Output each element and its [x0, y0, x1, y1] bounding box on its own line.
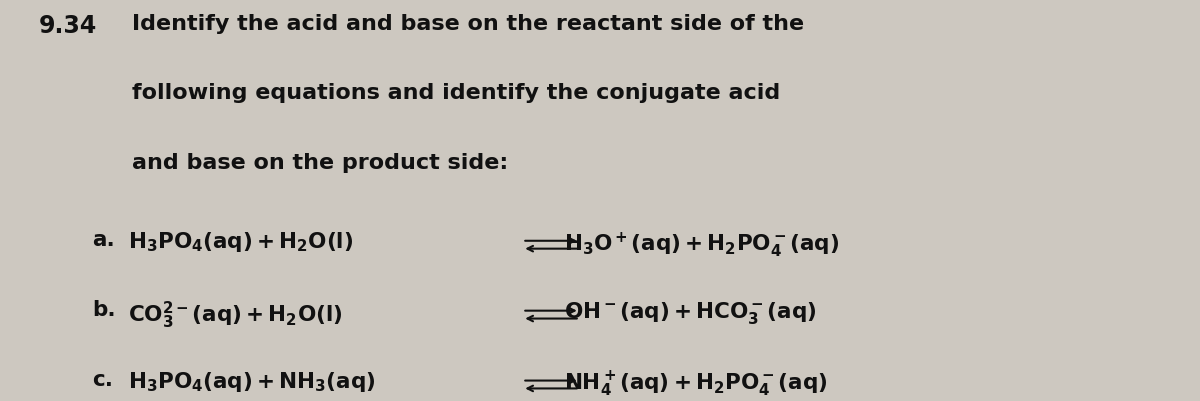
Text: $\mathbf{CO_3^{2-}(aq)+H_2O(}$$\mathit{\mathbf{l}}$$\mathbf{)}$: $\mathbf{CO_3^{2-}(aq)+H_2O(}$$\mathit{\…: [128, 300, 343, 332]
Text: and base on the product side:: and base on the product side:: [132, 153, 508, 173]
Text: $\mathbf{OH^-(aq)+HCO_3^-(aq)}$: $\mathbf{OH^-(aq)+HCO_3^-(aq)}$: [564, 300, 817, 326]
Text: $\mathbf{NH_4^+(aq)+H_2PO_4^-(aq)}$: $\mathbf{NH_4^+(aq)+H_2PO_4^-(aq)}$: [564, 370, 828, 399]
Text: $\mathbf{H_3PO_4(aq)+H_2O(}$$\mathit{\mathbf{l}}$$\mathbf{)}$: $\mathbf{H_3PO_4(aq)+H_2O(}$$\mathit{\ma…: [128, 231, 354, 254]
Text: a.: a.: [92, 231, 115, 250]
Text: $\mathbf{H_3O^+(aq)+H_2PO_4^-(aq)}$: $\mathbf{H_3O^+(aq)+H_2PO_4^-(aq)}$: [564, 231, 839, 260]
Text: b.: b.: [92, 300, 116, 320]
Text: following equations and identify the conjugate acid: following equations and identify the con…: [132, 83, 780, 103]
Text: c.: c.: [92, 370, 113, 390]
Text: Identify the acid and base on the reactant side of the: Identify the acid and base on the reacta…: [132, 14, 804, 34]
Text: $\mathbf{H_3PO_4(aq)+NH_3(aq)}$: $\mathbf{H_3PO_4(aq)+NH_3(aq)}$: [128, 370, 376, 394]
Text: 9.34: 9.34: [38, 14, 97, 38]
